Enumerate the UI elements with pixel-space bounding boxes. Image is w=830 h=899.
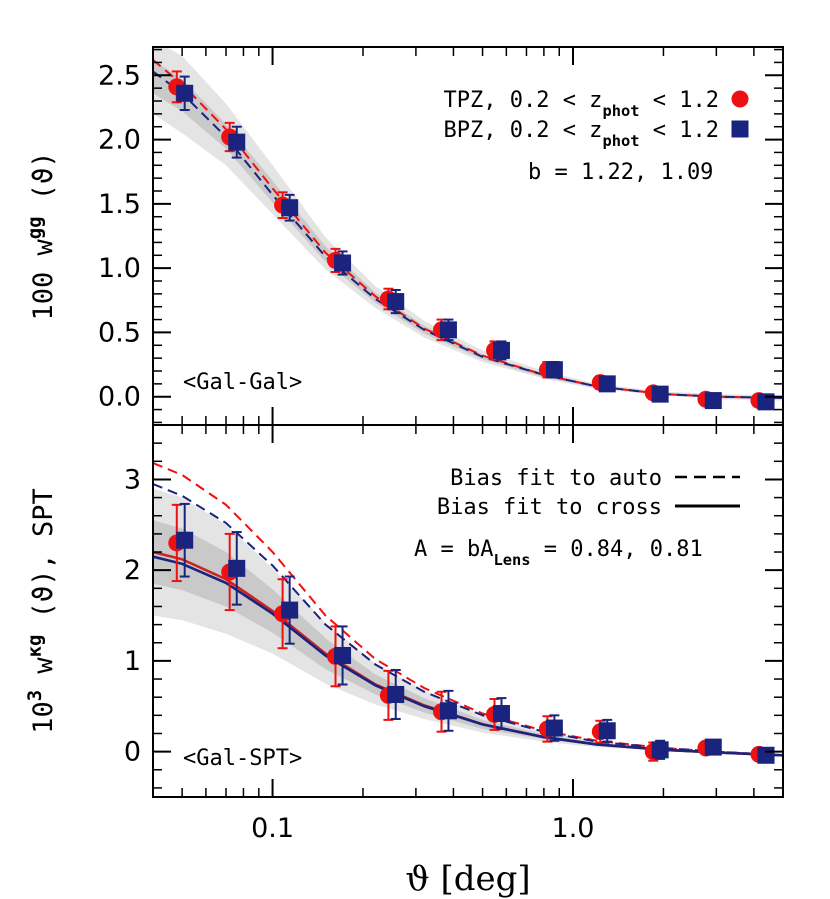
y-tick-label: 2.5 xyxy=(98,60,141,91)
model-line-dashed-0 xyxy=(153,462,783,757)
legend-label-bpz: BPZ, 0.2 < zphot < 1.2 xyxy=(443,118,719,150)
bpz-data-point xyxy=(334,254,352,272)
y-tick-label: 0.5 xyxy=(98,317,141,348)
bottom-annotations: 103 wκg (ϑ), SPT <Gal-SPT> Bias fit to aut… xyxy=(24,466,740,771)
y-tick-label: 1.5 xyxy=(98,189,141,220)
bpz-data-point xyxy=(651,385,669,403)
bpz-data-point xyxy=(228,133,246,151)
y-tick-label: 0 xyxy=(124,737,141,768)
y-tick-label: 1 xyxy=(124,646,141,677)
y-axis-title: 103 wκg (ϑ), SPT xyxy=(24,488,59,733)
bpz-data-point xyxy=(387,293,405,311)
bpz-data-point xyxy=(492,341,510,359)
bias-annotation: b = 1.22, 1.09 xyxy=(528,160,713,185)
bpz-data-point xyxy=(545,361,563,379)
legend-label-tpz: TPZ, 0.2 < zphot < 1.2 xyxy=(443,88,719,120)
bpz-data-point xyxy=(281,199,299,217)
bpz-data-point xyxy=(439,321,457,339)
x-axis-title: ϑ [deg] xyxy=(405,859,530,899)
top-data-points xyxy=(168,70,775,411)
x-axis-title-text: ϑ [deg] xyxy=(405,859,530,899)
bpz-data-point xyxy=(545,719,563,737)
top-panel-gal-gal: 0.0 0.5 1.0 1.5 2.0 2.5 100 wgg (ϑ) <Gal-Gal> T… xyxy=(24,46,784,426)
top-annotations: 100 wgg (ϑ) <Gal-Gal> TPZ, 0.2 < zphot < 1… xyxy=(24,88,749,395)
bpz-data-point xyxy=(598,375,616,393)
y-tick-label: 3 xyxy=(124,464,141,495)
bpz-data-point xyxy=(281,601,299,619)
region-label: <Gal-SPT> xyxy=(183,746,302,771)
bpz-data-point xyxy=(704,392,722,410)
legend-tpz-marker xyxy=(731,90,749,108)
bpz-data-point xyxy=(704,738,722,756)
legend-label-dashed: Bias fit to auto xyxy=(450,466,662,491)
region-label: <Gal-Gal> xyxy=(183,370,302,395)
bpz-data-point xyxy=(176,531,194,549)
y-tick-label: 0.0 xyxy=(98,382,141,413)
bpz-data-point xyxy=(598,722,616,740)
legend-label-solid: Bias fit to cross xyxy=(437,495,662,520)
bottom-data-points xyxy=(168,502,775,764)
bottom-axes: 0 1 2 3 0.1 1.0 xyxy=(124,424,784,844)
y-axis-title: 100 wgg (ϑ) xyxy=(24,151,59,320)
top-axes: 0.0 0.5 1.0 1.5 2.0 2.5 xyxy=(98,46,784,426)
bpz-data-point xyxy=(176,84,194,102)
bpz-data-point xyxy=(651,741,669,759)
legend-bpz-marker xyxy=(731,120,749,138)
bpz-data-point xyxy=(439,702,457,720)
y-tick-label: 2 xyxy=(124,555,141,586)
y-tick-label: 1.0 xyxy=(98,253,141,284)
amplitude-annotation: A = bALens = 0.84, 0.81 xyxy=(414,537,703,569)
bpz-data-point xyxy=(757,746,775,764)
plot-frame xyxy=(152,424,784,798)
bpz-data-point xyxy=(387,685,405,703)
y-tick-label: 2.0 xyxy=(98,125,141,156)
x-tick-label: 1.0 xyxy=(552,813,595,844)
bpz-data-point xyxy=(228,559,246,577)
bottom-model-bands xyxy=(153,488,783,757)
bottom-panel-gal-spt: 0 1 2 3 0.1 1.0 103 wκg (ϑ), SPT <Gal-SPT> Bias… xyxy=(24,424,784,844)
bpz-data-point xyxy=(492,705,510,723)
x-tick-label: 0.1 xyxy=(251,813,294,844)
bpz-data-point xyxy=(334,646,352,664)
